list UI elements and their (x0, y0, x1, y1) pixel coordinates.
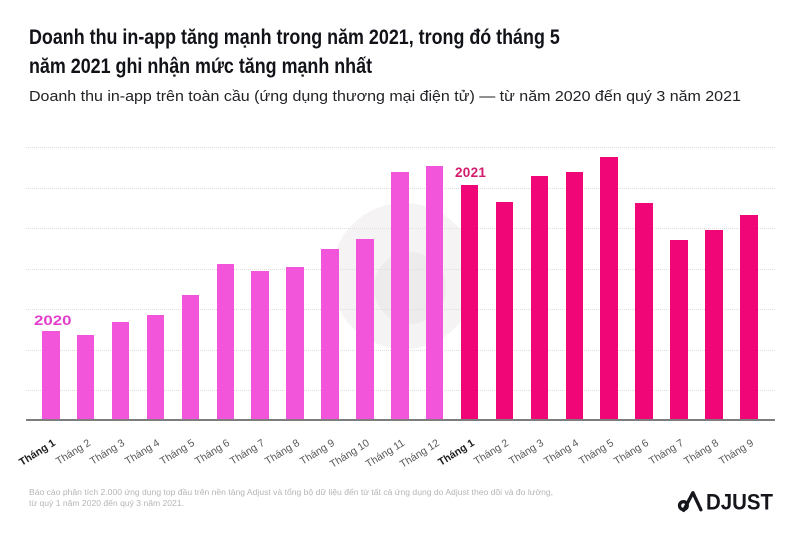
svg-text:DJUST: DJUST (706, 490, 774, 514)
